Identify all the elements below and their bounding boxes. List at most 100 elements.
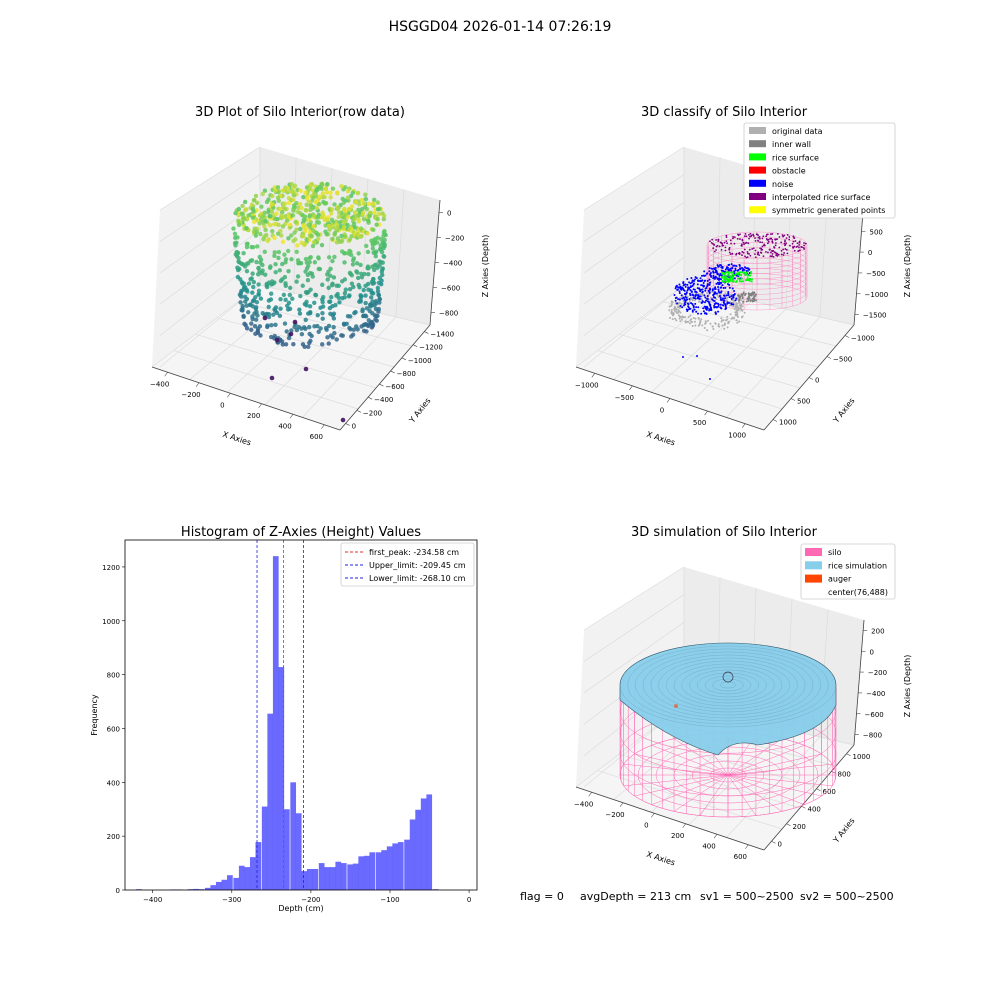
histogram-bar <box>329 867 336 890</box>
data-point <box>367 213 372 219</box>
histogram-frame <box>124 539 478 891</box>
data-point <box>290 197 296 203</box>
original-point <box>672 313 675 316</box>
silo-floor-spoke <box>727 774 805 805</box>
data-point <box>342 277 348 282</box>
data-point <box>256 288 262 293</box>
data-point <box>282 321 288 326</box>
data-point <box>292 183 298 188</box>
original-point <box>743 311 746 314</box>
data-point <box>381 233 386 239</box>
y-axis-line <box>339 324 431 431</box>
interp-point <box>737 252 740 255</box>
y-tick-label: 1000 <box>853 753 871 761</box>
data-point <box>308 233 314 238</box>
rice-surface-point <box>725 280 728 283</box>
noise-point <box>730 269 733 272</box>
data-point <box>359 275 365 280</box>
data-point <box>332 254 337 260</box>
data-point <box>295 243 300 248</box>
data-point <box>318 305 323 310</box>
rice-mesh-ring <box>712 678 744 692</box>
z-tick-label: −800 <box>439 310 458 318</box>
noise-point <box>684 300 687 303</box>
interp-point <box>760 247 763 250</box>
noise-point <box>702 307 705 310</box>
y-tick-mark <box>345 423 350 426</box>
noise-point <box>736 269 739 272</box>
data-point <box>329 217 335 223</box>
grid-line <box>717 157 721 294</box>
interp-point <box>758 237 761 240</box>
interp-point <box>782 235 785 238</box>
interp-point <box>788 238 791 241</box>
noise-point <box>674 297 677 300</box>
data-point <box>274 337 280 343</box>
noise-point <box>714 296 717 299</box>
data-point <box>325 181 330 187</box>
histogram-bar <box>278 667 285 890</box>
data-point <box>366 218 371 223</box>
legend-swatch <box>749 127 766 134</box>
histogram-bar <box>238 865 245 890</box>
x-tick-label: −200 <box>181 391 200 399</box>
panel2-ylabel: Y Axies <box>831 396 857 425</box>
noise-point <box>700 274 703 277</box>
noise-point <box>676 288 679 291</box>
data-point <box>317 194 323 199</box>
y-tick-mark <box>390 370 395 374</box>
interp-point <box>731 252 734 255</box>
noise-point <box>709 378 711 380</box>
legend-frame <box>340 542 475 587</box>
data-point <box>345 195 351 200</box>
data-point <box>304 237 309 242</box>
interp-point <box>757 252 759 255</box>
noise-point <box>690 290 693 293</box>
x-axis-line <box>575 786 765 851</box>
x-tick-mark <box>321 424 325 429</box>
rice-surface-point <box>741 271 744 274</box>
data-point <box>240 306 245 311</box>
pane-left <box>576 147 684 367</box>
interp-point <box>780 249 783 252</box>
noise-point <box>696 287 699 290</box>
interp-point <box>765 235 768 238</box>
data-point <box>320 310 325 316</box>
rice-surface-point <box>738 280 741 283</box>
y-tick-label: 600 <box>823 788 836 796</box>
inner-wall-point <box>747 295 750 298</box>
interp-point <box>709 240 711 243</box>
data-point <box>349 204 355 209</box>
silo-floor-spoke <box>727 753 822 776</box>
original-point <box>711 325 714 328</box>
data-point <box>373 301 379 306</box>
data-point <box>347 293 352 298</box>
interp-point <box>783 234 786 237</box>
interp-point <box>750 234 753 237</box>
original-point <box>704 322 707 325</box>
original-point <box>680 318 683 321</box>
y-tick-label: 1200 <box>102 564 120 572</box>
histogram-bar <box>352 863 359 890</box>
panel2-legend: original data inner wall rice surface obsta… <box>743 122 896 219</box>
noise-point <box>743 268 746 271</box>
histogram-bar <box>221 879 228 890</box>
data-point <box>251 219 257 224</box>
x-tick-label: 200 <box>671 832 684 840</box>
data-point <box>369 303 374 308</box>
noise-point <box>678 290 681 293</box>
data-point <box>307 324 312 330</box>
data-point <box>284 218 290 223</box>
data-point <box>371 276 376 282</box>
interp-point <box>770 233 772 236</box>
interp-point <box>748 248 751 251</box>
interp-point <box>796 245 799 248</box>
histogram-bar <box>409 819 416 890</box>
original-point <box>715 298 718 301</box>
data-point <box>251 279 257 285</box>
z-tick-label: 200 <box>871 627 884 635</box>
y-tick-mark <box>412 344 418 347</box>
rice-surface-point <box>744 279 747 282</box>
original-point <box>725 319 728 322</box>
data-point <box>260 191 265 197</box>
